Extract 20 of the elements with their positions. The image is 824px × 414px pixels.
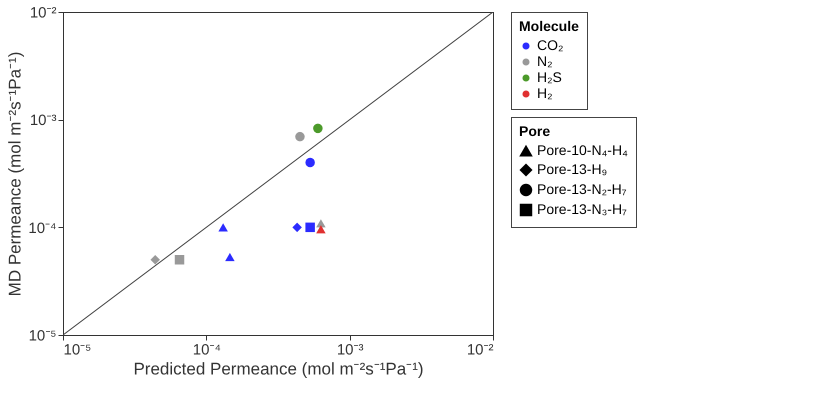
x-axis-title: Predicted Permeance (mol m⁻²s⁻¹Pa⁻¹) (133, 360, 424, 378)
y-tick-label: 10⁻² (30, 4, 56, 22)
legend-label: Pore-13-H₉ (537, 161, 608, 177)
x-tick-label: 10⁻² (466, 342, 494, 358)
text: Molecule (519, 18, 579, 34)
y-tick-label: 10⁻³ (30, 112, 56, 130)
legend-label: N₂ (537, 53, 553, 69)
y-tick-label: 10⁻⁵ (28, 328, 56, 344)
legend-label: H₂ (537, 85, 553, 101)
y-tick-label: 10⁻⁴ (28, 220, 56, 237)
x-tick-label: 10⁻⁵ (64, 342, 92, 358)
legend-label: CO₂ (537, 37, 564, 53)
legend-label: Pore-10-N₄-H₄ (537, 142, 628, 158)
legend-label: Pore-13-N₃-H₇ (537, 201, 628, 217)
legend-label: Pore-13-N₂-H₇ (537, 181, 627, 197)
x-tick-label: 10⁻⁴ (192, 342, 221, 358)
legend-label: H₂S (537, 69, 562, 85)
x-tick-label: 10⁻³ (336, 342, 364, 358)
y-axis-title: MD Permeance (mol m⁻²s⁻¹Pa⁻¹) (5, 52, 24, 296)
text: Pore (519, 123, 550, 139)
